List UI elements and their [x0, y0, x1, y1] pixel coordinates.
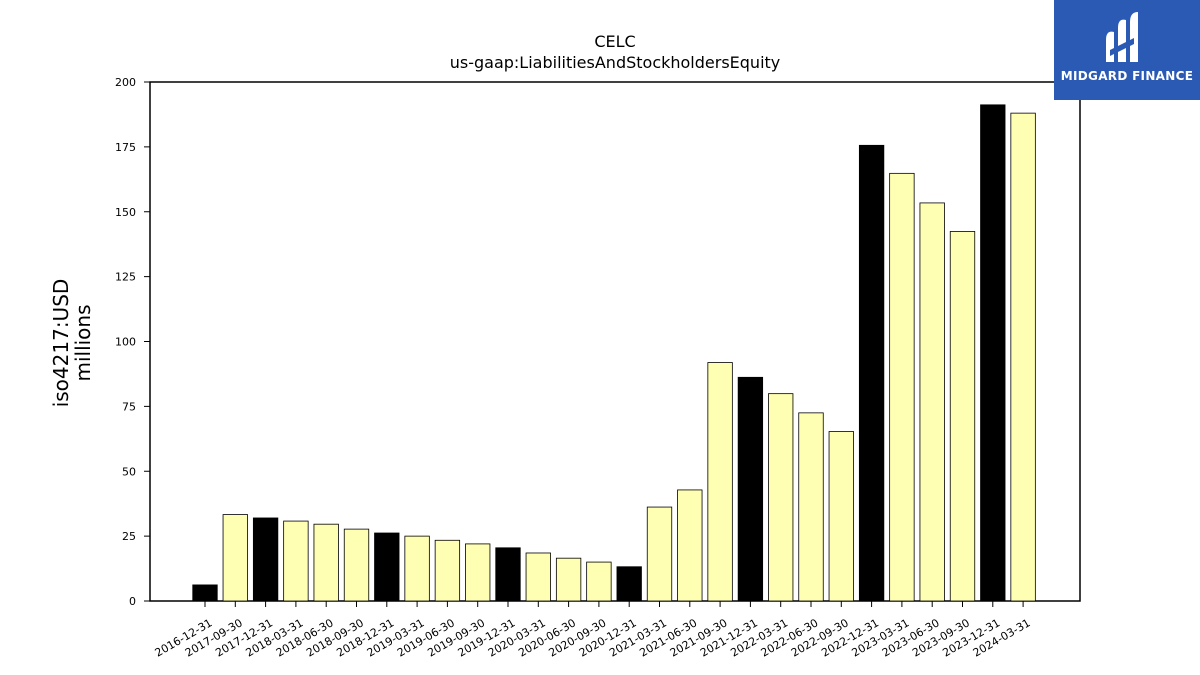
bar-2023-12-31	[980, 104, 1006, 602]
bar-2024-03-31	[1010, 112, 1036, 602]
bar-2020-12-31	[616, 566, 642, 602]
bar-2020-06-30	[555, 557, 582, 602]
bar-2022-09-30	[828, 431, 854, 602]
bar-2021-03-31	[646, 506, 673, 602]
bar-2021-12-31	[737, 376, 764, 602]
bar-2018-06-30	[313, 523, 339, 602]
chart-subtitle: us-gaap:LiabilitiesAndStockholdersEquity	[449, 53, 781, 72]
y-tick-label: 100	[115, 336, 136, 349]
bar-2023-09-30	[949, 231, 976, 602]
bar-2018-12-31	[374, 532, 400, 602]
y-tick-label: 125	[115, 271, 136, 284]
bar-2022-06-30	[798, 412, 824, 602]
y-tick-label: 25	[122, 530, 136, 543]
y-tick-label: 150	[115, 206, 136, 219]
bar-2022-12-31	[858, 144, 885, 602]
y-tick-label: 50	[122, 465, 136, 478]
bar-2023-06-30	[919, 202, 945, 602]
y-tick-label: 175	[115, 141, 136, 154]
y-tick-label: 0	[129, 595, 136, 608]
y-tick-label: 200	[115, 76, 136, 89]
bar-2022-03-31	[768, 393, 794, 602]
bar-2019-09-30	[465, 543, 491, 602]
bar-2023-03-31	[889, 172, 915, 602]
bar-2019-12-31	[495, 547, 521, 602]
bar-2016-12-31	[192, 584, 218, 602]
bar-2017-12-31	[252, 517, 279, 602]
midgard-finance-logo: MIDGARD FINANCE	[1054, 0, 1200, 100]
bar-2017-09-30	[222, 514, 248, 602]
bar-2018-03-31	[283, 520, 309, 602]
bar-2021-06-30	[677, 489, 703, 602]
logo-text: MIDGARD FINANCE	[1060, 69, 1194, 83]
chart-title: CELC	[594, 32, 636, 51]
bar-2018-09-30	[343, 528, 370, 602]
y-tick-label: 75	[122, 400, 136, 413]
bar-2020-09-30	[586, 561, 612, 602]
bar-2021-09-30	[707, 362, 733, 602]
bar-2020-03-31	[525, 552, 551, 602]
bar-2019-03-31	[404, 535, 430, 602]
midgard-logo-icon	[1106, 12, 1138, 62]
bar-2019-06-30	[434, 539, 461, 602]
